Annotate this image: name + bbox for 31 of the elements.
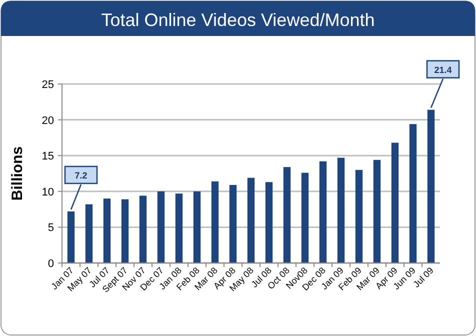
y-tick-label: 5	[48, 222, 54, 234]
bar	[229, 184, 237, 263]
bar	[355, 170, 363, 263]
bar	[373, 160, 381, 263]
y-tick-label: 20	[42, 114, 54, 127]
bar	[337, 158, 345, 263]
bar	[301, 172, 309, 263]
bar	[283, 167, 291, 263]
y-tick-label: 10	[42, 186, 54, 198]
y-tick-label: 15	[42, 150, 54, 163]
annotation: 7.2	[74, 170, 88, 180]
bar	[409, 124, 417, 263]
annotation: 21.4	[434, 64, 452, 75]
bar	[319, 161, 327, 263]
y-tick-label: 25	[42, 79, 54, 91]
bar	[265, 182, 273, 263]
bar	[85, 204, 93, 263]
bar	[139, 196, 147, 263]
bar	[157, 191, 165, 263]
y-tick-label: 0	[48, 258, 54, 270]
chart-title: Total Online Videos Viewed/Month	[101, 10, 375, 30]
y-axis-title: Billions	[9, 146, 26, 201]
bar	[427, 110, 435, 263]
bar	[391, 142, 399, 263]
bar	[103, 198, 111, 263]
bar	[211, 181, 219, 263]
bar	[247, 178, 255, 263]
bar	[67, 211, 75, 263]
bar	[175, 194, 183, 263]
bar	[121, 199, 129, 263]
bar	[193, 191, 201, 263]
